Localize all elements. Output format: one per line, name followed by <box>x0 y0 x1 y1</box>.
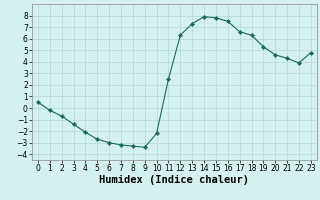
X-axis label: Humidex (Indice chaleur): Humidex (Indice chaleur) <box>100 175 249 185</box>
